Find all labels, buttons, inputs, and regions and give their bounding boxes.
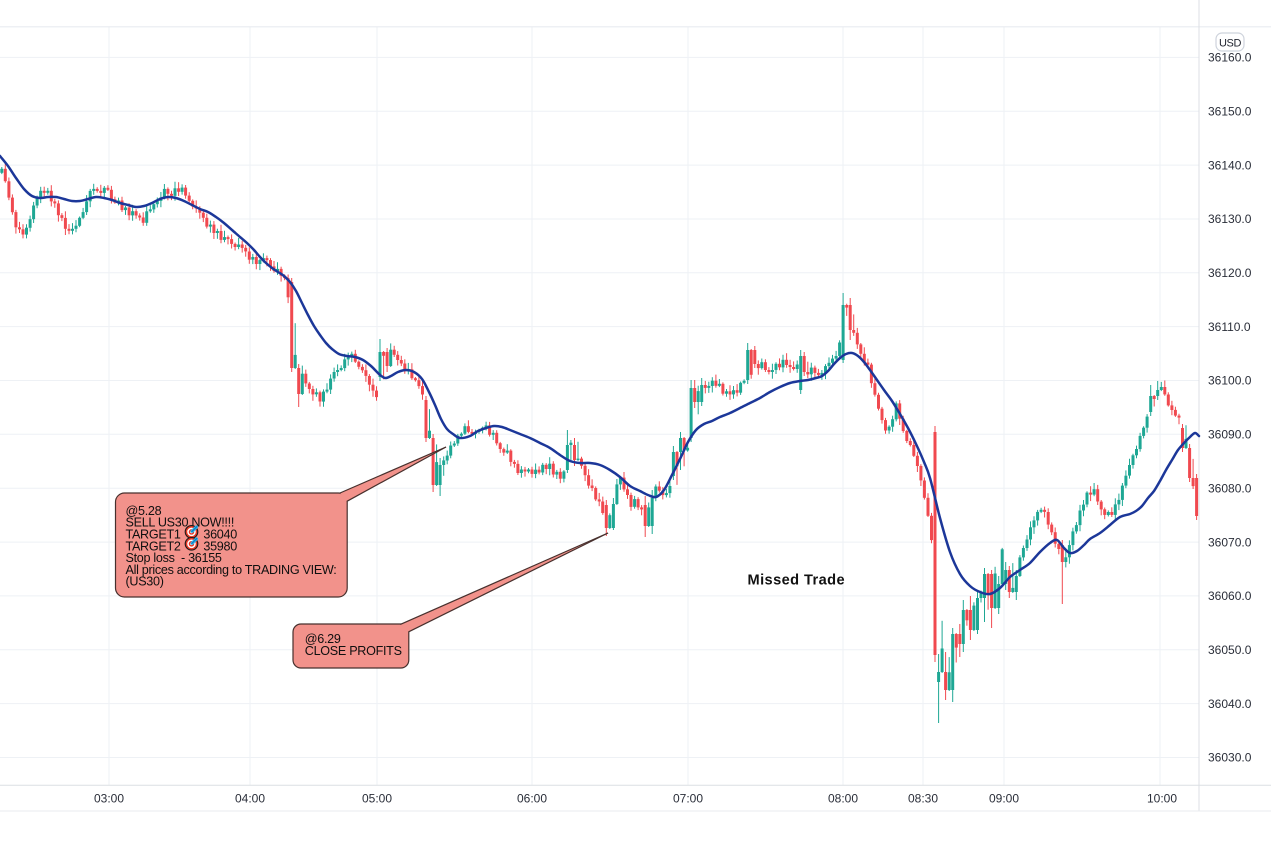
svg-text:03:00: 03:00 (94, 791, 124, 805)
svg-text:@5.28: @5.28 (126, 504, 162, 518)
svg-text:CLOSE PROFITS: CLOSE PROFITS (305, 644, 402, 658)
svg-text:06:00: 06:00 (517, 791, 547, 805)
svg-text:(US30): (US30) (126, 575, 164, 589)
svg-text:08:00: 08:00 (828, 791, 858, 805)
svg-text:Missed Trade: Missed Trade (748, 572, 846, 588)
svg-text:07:00: 07:00 (673, 791, 703, 805)
svg-text:10:00: 10:00 (1147, 791, 1177, 805)
svg-text:36040.0: 36040.0 (1208, 697, 1252, 711)
svg-text:36040: 36040 (203, 528, 237, 542)
svg-text:04:00: 04:00 (235, 791, 265, 805)
svg-text:SELL US30 NOW!!!!: SELL US30 NOW!!!! (126, 516, 235, 530)
svg-text:36150.0: 36150.0 (1208, 105, 1252, 119)
svg-text:36050.0: 36050.0 (1208, 643, 1252, 657)
svg-text:36110.0: 36110.0 (1208, 320, 1251, 334)
svg-text:36130.0: 36130.0 (1208, 212, 1252, 226)
svg-text:09:00: 09:00 (989, 791, 1019, 805)
svg-text:36030.0: 36030.0 (1208, 751, 1252, 765)
svg-text:TARGET2: TARGET2 (126, 539, 181, 553)
svg-text:36120.0: 36120.0 (1208, 266, 1252, 280)
svg-text:36080.0: 36080.0 (1208, 481, 1252, 495)
svg-text:All prices according to TRADIN: All prices according to TRADING VIEW: (126, 563, 337, 577)
svg-text:08:30: 08:30 (908, 791, 938, 805)
svg-text:36060.0: 36060.0 (1208, 589, 1252, 603)
svg-text:USD: USD (1219, 37, 1241, 49)
svg-text:36070.0: 36070.0 (1208, 535, 1252, 549)
svg-text:Stop loss - 36155: Stop loss - 36155 (126, 551, 222, 565)
svg-text:35980: 35980 (203, 539, 237, 553)
svg-text:36140.0: 36140.0 (1208, 158, 1252, 172)
svg-text:36090.0: 36090.0 (1208, 428, 1252, 442)
svg-text:36100.0: 36100.0 (1208, 374, 1252, 388)
svg-text:36160.0: 36160.0 (1208, 51, 1252, 65)
svg-text:@6.29: @6.29 (305, 632, 341, 646)
svg-text:TARGET1: TARGET1 (126, 528, 181, 542)
svg-text:05:00: 05:00 (362, 791, 392, 805)
